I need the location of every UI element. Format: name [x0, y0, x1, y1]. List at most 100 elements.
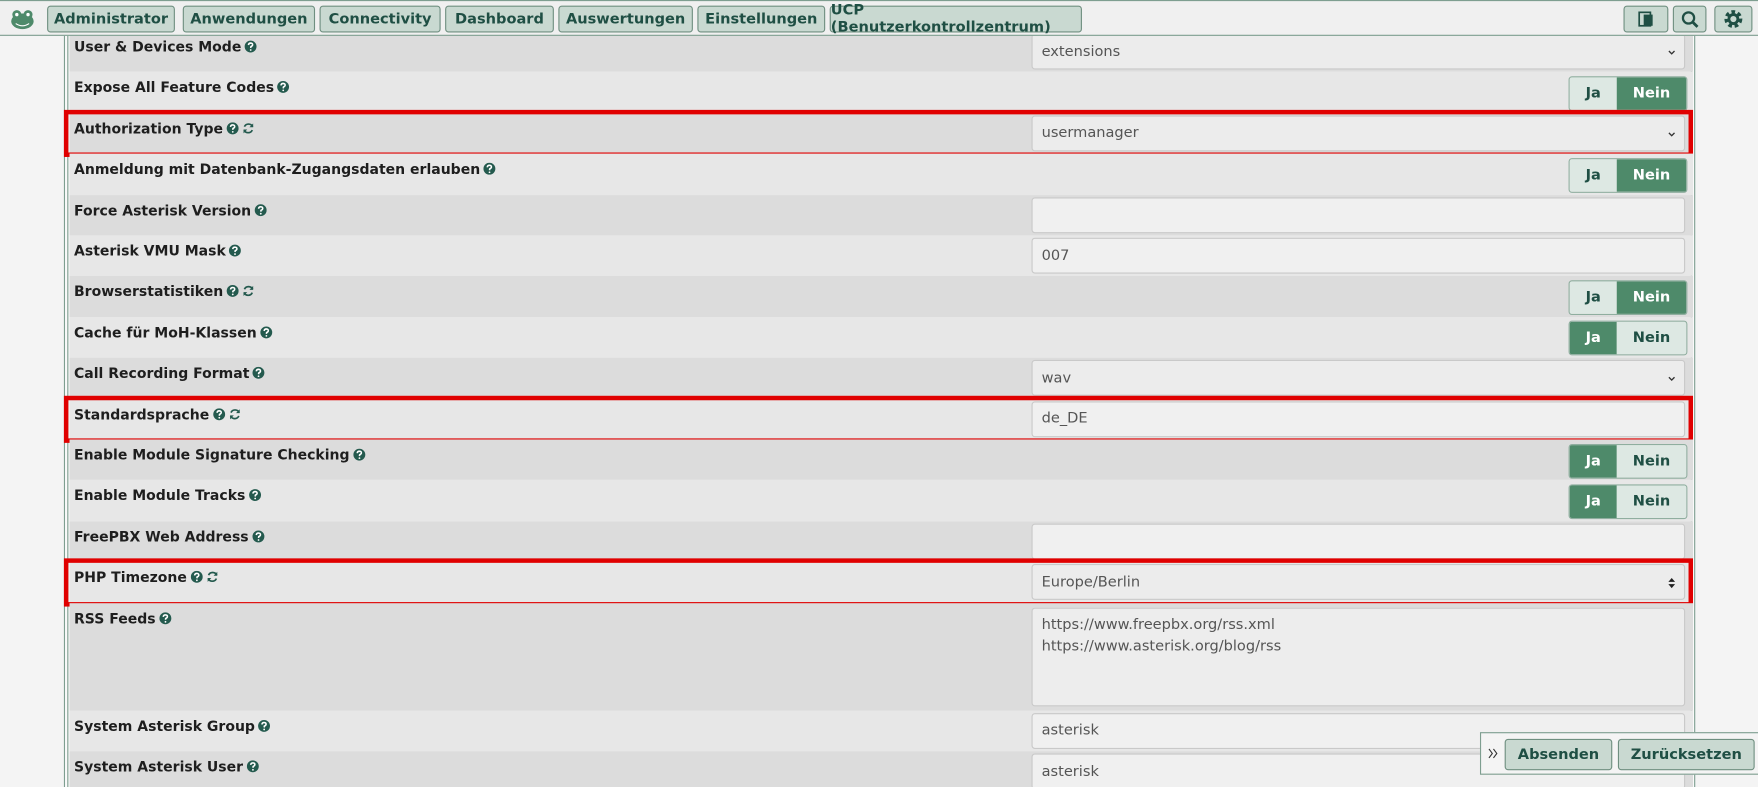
help-icon[interactable]: [244, 40, 257, 53]
collapse-icon[interactable]: [1488, 748, 1499, 759]
control-value: de_DE: [1041, 410, 1088, 428]
setting-label: Anmeldung mit Datenbank-Zugangsdaten erl…: [73, 160, 496, 178]
help-icon[interactable]: [353, 448, 366, 461]
toggle-option[interactable]: Nein: [1616, 77, 1687, 110]
settings-button[interactable]: [1714, 5, 1753, 33]
search-button[interactable]: [1672, 5, 1707, 33]
refresh-icon[interactable]: [206, 571, 218, 583]
toggle-option[interactable]: Ja: [1569, 485, 1617, 519]
nav-button[interactable]: Connectivity: [319, 5, 441, 33]
setting-label: Cache für MoH-Klassen: [73, 323, 273, 341]
dropdown-caret: [1668, 132, 1675, 137]
setting-row: Browserstatistiken Ja Nein: [69, 276, 1694, 318]
nav-button[interactable]: Dashboard: [445, 5, 554, 33]
highlight-box: [63, 109, 1694, 158]
setting-label: FreePBX Web Address: [73, 527, 265, 545]
text-input[interactable]: 007: [1031, 237, 1686, 274]
textarea[interactable]: https://www.freepbx.org/rss.xml https://w…: [1031, 607, 1686, 706]
highlight-box: [63, 558, 1694, 607]
nav-button[interactable]: Administrator: [47, 5, 175, 33]
dropdown-caret: [1668, 50, 1675, 55]
nav-button[interactable]: UCP (Benutzerkontrollzentrum): [829, 2, 1082, 36]
nav-button[interactable]: Auswertungen: [558, 5, 693, 33]
select[interactable]: Europe/Berlin: [1031, 564, 1686, 601]
toggle-option[interactable]: Nein: [1616, 159, 1687, 192]
help-icon[interactable]: [483, 163, 496, 175]
help-icon[interactable]: [159, 611, 172, 624]
toggle-option[interactable]: Nein: [1616, 485, 1687, 519]
control-value: asterisk: [1041, 722, 1099, 740]
setting-row: Standardsprache de_DE: [69, 398, 1694, 440]
help-icon[interactable]: [254, 203, 267, 216]
toggle-option[interactable]: Nein: [1616, 322, 1687, 355]
toggle-option[interactable]: Ja: [1569, 159, 1617, 192]
help-icon[interactable]: [252, 530, 265, 543]
text-input[interactable]: [1031, 197, 1686, 233]
nav-button[interactable]: Anwendungen: [182, 5, 316, 33]
toggle-option[interactable]: Nein: [1616, 444, 1687, 478]
action-button[interactable]: Zurücksetzen: [1617, 738, 1755, 771]
dropdown-caret: [1668, 377, 1675, 382]
toggle: Ja Nein: [1568, 157, 1688, 193]
text-input[interactable]: de_DE: [1031, 401, 1686, 438]
help-icon[interactable]: [246, 760, 259, 773]
setting-row: System Asterisk Group asterisk: [69, 710, 1694, 752]
setting-label: Enable Module Tracks: [74, 487, 261, 504]
label-text: Anmeldung mit Datenbank-Zugangsdaten erl…: [73, 160, 481, 178]
search-icon: [1681, 11, 1699, 28]
setting-row: Force Asterisk Version: [69, 194, 1694, 236]
setting-label: System Asterisk Group: [74, 717, 271, 734]
help-icon[interactable]: [229, 244, 242, 257]
label-text: Call Recording Format: [73, 364, 250, 382]
toggle: Ja Nein: [1568, 484, 1688, 520]
toggle-option[interactable]: Nein: [1616, 281, 1687, 315]
label-text: System Asterisk Group: [73, 717, 255, 734]
control-value: Europe/Berlin: [1041, 573, 1141, 591]
control-value: asterisk: [1041, 763, 1099, 781]
action-button[interactable]: Absenden: [1504, 738, 1613, 771]
setting-label: Enable Module Signature Checking: [74, 446, 366, 463]
setting-label: Expose All Feature Codes: [74, 79, 290, 96]
select[interactable]: extensions: [1031, 33, 1686, 70]
label-text: User & Devices Mode: [73, 38, 242, 55]
language-button[interactable]: [1623, 5, 1669, 33]
help-icon[interactable]: [277, 81, 290, 94]
refresh-icon[interactable]: [242, 285, 254, 297]
help-icon[interactable]: [258, 719, 271, 732]
textarea-line: https://www.freepbx.org/rss.xml: [1041, 616, 1275, 634]
select[interactable]: wav: [1031, 360, 1686, 397]
label-text: Authorization Type: [73, 119, 224, 137]
logo: [11, 10, 34, 30]
toggle-option[interactable]: Ja: [1569, 77, 1617, 110]
nav-button[interactable]: Einstellungen: [697, 5, 826, 33]
setting-row: Enable Module Tracks Ja Nein: [69, 480, 1694, 522]
help-icon[interactable]: [248, 489, 261, 502]
setting-row: Asterisk VMU Mask 007: [69, 235, 1694, 277]
toggle-option[interactable]: Ja: [1569, 281, 1617, 315]
label-text: RSS Feeds: [73, 609, 156, 627]
toggle: Ja Nein: [1568, 443, 1688, 479]
help-icon[interactable]: [260, 326, 273, 339]
help-icon[interactable]: [253, 367, 265, 379]
help-icon[interactable]: [226, 122, 239, 135]
help-icon[interactable]: [212, 407, 225, 420]
text-input[interactable]: [1031, 523, 1686, 560]
setting-row: Enable Module Signature Checking Ja Nein: [69, 439, 1694, 481]
toggle-option[interactable]: Ja: [1569, 444, 1617, 478]
help-icon[interactable]: [190, 571, 203, 584]
help-icon[interactable]: [226, 285, 239, 298]
refresh-icon[interactable]: [228, 408, 240, 420]
toggle-option[interactable]: Ja: [1569, 322, 1617, 355]
label-text: Cache für MoH-Klassen: [73, 323, 257, 341]
setting-label: Authorization Type: [74, 120, 254, 137]
setting-label: Browserstatistiken: [74, 283, 255, 300]
action-bar: Absenden Zurücksetzen: [1479, 732, 1758, 775]
control-value: wav: [1041, 369, 1072, 387]
control-value: 007: [1041, 247, 1070, 265]
select[interactable]: usermanager: [1031, 115, 1686, 152]
label-text: Browserstatistiken: [73, 282, 224, 300]
refresh-icon[interactable]: [242, 122, 254, 134]
label-text: FreePBX Web Address: [73, 527, 249, 545]
